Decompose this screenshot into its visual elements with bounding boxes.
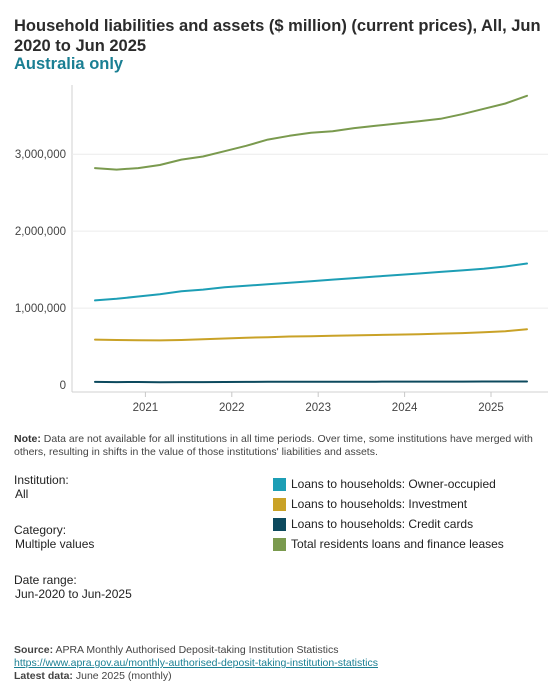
chart-note: Note: Data are not available for all ins…	[14, 433, 550, 459]
series-line-2	[94, 380, 528, 384]
legend-item-credit-cards[interactable]: Loans to households: Credit cards	[273, 514, 504, 534]
chart-title: Household liabilities and assets ($ mill…	[14, 17, 541, 55]
chart-subtitle: Australia only	[14, 55, 124, 73]
legend-label: Loans to households: Investment	[291, 497, 468, 511]
y-tick-label: 1,000,000	[15, 303, 66, 315]
chart-legend: Loans to households: Owner-occupied Loan…	[273, 474, 504, 554]
legend-item-owner-occupied[interactable]: Loans to households: Owner-occupied	[273, 474, 504, 494]
legend-label: Total residents loans and finance leases	[291, 537, 504, 551]
series-lines	[94, 94, 528, 384]
category-label: Category:	[14, 523, 67, 537]
source-link[interactable]: https://www.apra.gov.au/monthly-authoris…	[14, 657, 378, 669]
y-tick-label: 3,000,000	[15, 149, 66, 161]
series-line-3	[94, 94, 528, 171]
legend-item-total[interactable]: Total residents loans and finance leases	[273, 534, 504, 554]
y-tick-label: 0	[60, 380, 66, 392]
gridlines	[71, 85, 548, 393]
legend-item-investment[interactable]: Loans to households: Investment	[273, 494, 504, 514]
y-tick-label: 2,000,000	[15, 226, 66, 238]
legend-swatch	[273, 517, 286, 531]
note-label: Note:	[14, 433, 41, 445]
source-block: Source: APRA Monthly Authorised Deposit-…	[14, 644, 378, 683]
legend-label: Loans to households: Credit cards	[291, 517, 474, 531]
legend-swatch	[273, 537, 286, 551]
legend-label: Loans to households: Owner-occupied	[291, 477, 496, 491]
legend-swatch	[273, 477, 286, 491]
source-label: Source:	[14, 644, 54, 656]
date-range-value: Jun-2020 to Jun-2025	[15, 587, 132, 601]
series-line-0	[94, 262, 528, 302]
x-tick-label: 2022	[219, 402, 245, 414]
institution-label: Institution:	[14, 473, 69, 487]
source-text: APRA Monthly Authorised Deposit-taking I…	[55, 644, 339, 656]
filter-summary: Institution: All Category: Multiple valu…	[14, 473, 132, 601]
institution-value: All	[15, 487, 29, 501]
y-axis: 0 1,000,000 2,000,000 3,000,000	[15, 149, 66, 392]
x-tick-label: 2024	[392, 402, 418, 414]
note-text: Data are not available for all instituti…	[14, 433, 533, 458]
x-tick-label: 2023	[305, 402, 331, 414]
date-range-label: Date range:	[14, 573, 77, 587]
latest-data-label: Latest data:	[14, 670, 73, 682]
x-tick-label: 2021	[133, 402, 159, 414]
x-tick-label: 2025	[478, 402, 504, 414]
latest-data-value: June 2025 (monthly)	[75, 670, 172, 682]
category-value: Multiple values	[15, 537, 95, 551]
x-axis: 2021 2022 2023 2024 2025	[133, 392, 504, 414]
legend-swatch	[273, 497, 286, 511]
series-line-1	[94, 328, 528, 342]
